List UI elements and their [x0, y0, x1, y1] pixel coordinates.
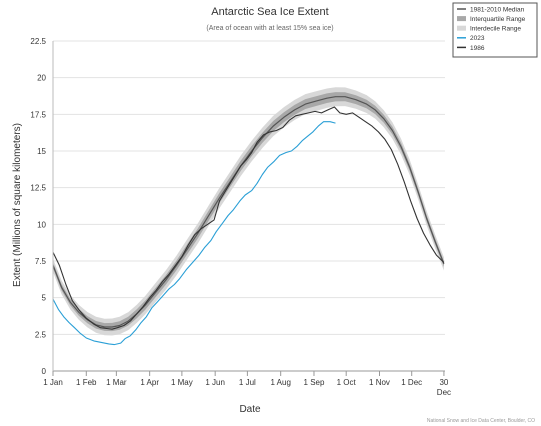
- x-tick-label: 1 Oct: [337, 378, 357, 387]
- chart-title: Antarctic Sea Ice Extent: [211, 6, 328, 18]
- series-line-1981-2010-median: [52, 96, 445, 328]
- series-line-1986: [52, 106, 445, 330]
- y-axis-title: Extent (Millions of square kilometers): [12, 123, 23, 287]
- axes: 0 2.5 5 7.5 10 12.5 15 17.5 20 22.5 1 Jan 1 Feb 1 Ma…: [30, 37, 451, 397]
- x-tick-label-line2: Dec: [437, 388, 451, 397]
- y-tick-label: 17.5: [30, 110, 46, 119]
- y-tick-label: 10: [37, 220, 46, 229]
- y-tick-label: 2.5: [35, 330, 47, 339]
- x-tick-label: 1 Jun: [205, 378, 225, 387]
- legend-label: 1981-2010 Median: [470, 6, 525, 13]
- x-tick-label: 1 Dec: [401, 378, 422, 387]
- x-tick-label: 1 Jan: [43, 378, 63, 387]
- series-line-2023: [52, 121, 336, 346]
- series-lines: [52, 96, 445, 346]
- y-tick-label: 5: [42, 294, 47, 303]
- legend-box: [452, 2, 538, 58]
- y-tick-label: 15: [37, 147, 46, 156]
- x-tick-label: 1 Aug: [270, 378, 290, 387]
- y-tick-label: 12.5: [30, 184, 46, 193]
- legend-label: 1986: [470, 45, 485, 52]
- legend-label: Interdecile Range: [470, 26, 521, 33]
- x-tick-label: 1 Feb: [76, 378, 97, 387]
- x-axis-title: Date: [239, 404, 261, 415]
- x-tick-label: 1 Nov: [369, 378, 390, 387]
- legend-label: 2023: [470, 35, 485, 42]
- x-tick-label: 1 Mar: [106, 378, 127, 387]
- x-tick-label: 1 May: [171, 378, 193, 387]
- y-tick-label: 0: [42, 367, 47, 376]
- y-tick-label: 22.5: [30, 37, 46, 46]
- x-tick-label: 1 Jul: [239, 378, 256, 387]
- chart-subtitle: (Area of ocean with at least 15% sea ice…: [206, 25, 333, 32]
- legend: 1981-2010 Median Interquartile Range Inter…: [452, 2, 538, 58]
- range-bands: [53, 87, 444, 336]
- y-tick-label: 7.5: [35, 257, 47, 266]
- legend-swatch: [457, 25, 466, 31]
- credit-text: National Snow and Ice Data Center, Bould…: [427, 418, 535, 424]
- legend-label: Interquartile Range: [470, 16, 526, 23]
- x-tick-label: 1 Sep: [304, 378, 325, 387]
- y-tick-label: 20: [37, 74, 46, 83]
- legend-swatch: [457, 16, 466, 22]
- x-tick-label: 30: [439, 378, 448, 387]
- x-tick-label: 1 Apr: [140, 378, 159, 387]
